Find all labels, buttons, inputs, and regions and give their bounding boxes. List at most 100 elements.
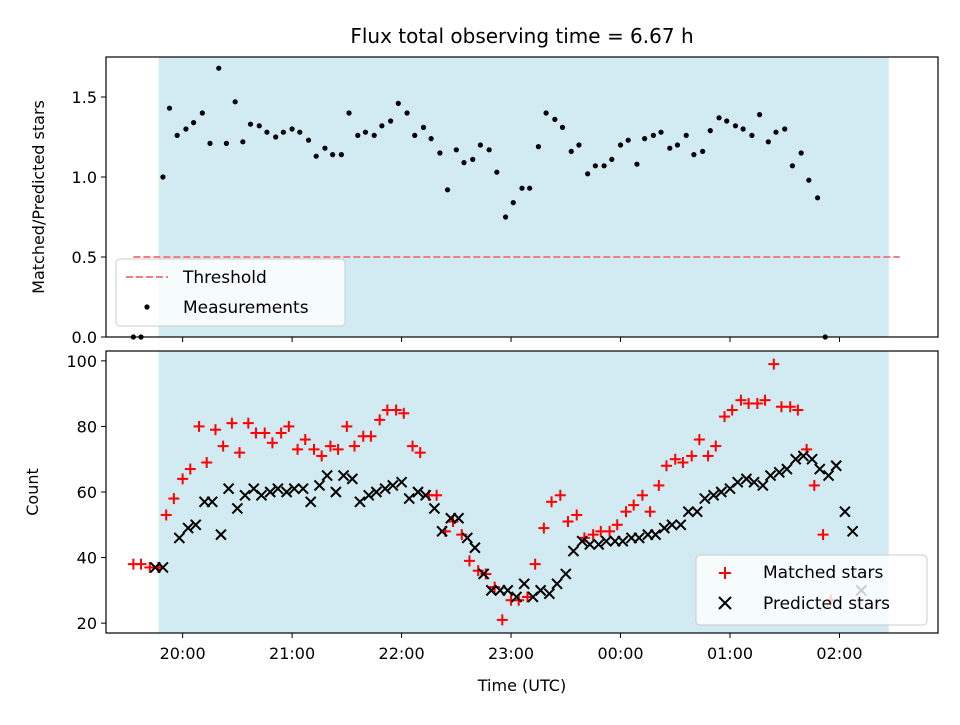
- bottom-legend: Matched stars Predicted stars: [695, 554, 928, 626]
- measurement-point: [289, 126, 295, 132]
- top-legend: Threshold Measurements: [115, 258, 346, 327]
- predicted-star-marker: [797, 450, 810, 462]
- predicted-star-marker: [173, 532, 186, 544]
- matched-star-marker: [365, 430, 377, 442]
- measurement-point: [634, 161, 640, 167]
- predicted-stars-points: [149, 450, 868, 603]
- predicted-star-marker: [839, 505, 851, 518]
- measurement-point: [199, 110, 205, 116]
- legend-matched-label: Matched stars: [763, 563, 883, 583]
- measurement-point: [765, 139, 771, 145]
- predicted-star-marker: [757, 479, 769, 492]
- matched-star-marker: [546, 496, 558, 508]
- measurement-point: [412, 132, 418, 138]
- measurement-point: [798, 150, 804, 156]
- measurement-point: [330, 152, 336, 158]
- matched-star-marker: [719, 411, 731, 423]
- legend-predicted-label: Predicted stars: [763, 594, 890, 614]
- measurement-point: [707, 128, 713, 134]
- measurement-point: [552, 116, 558, 122]
- predicted-star-marker: [649, 528, 662, 541]
- measurement-point: [814, 195, 821, 201]
- measurement-point: [756, 112, 763, 118]
- matched-star-marker: [201, 456, 213, 468]
- predicted-star-marker: [206, 496, 218, 508]
- bottom-y-axis-label: Count: [23, 468, 42, 516]
- measurement-point: [674, 142, 681, 148]
- matched-star-marker: [177, 473, 189, 485]
- matched-star-marker: [390, 404, 402, 416]
- matched-star-marker: [414, 447, 426, 459]
- measurement-point: [568, 148, 574, 154]
- measurement-point: [642, 136, 648, 142]
- predicted-star-marker: [370, 486, 383, 498]
- predicted-star-marker: [633, 532, 645, 544]
- measurement-point: [362, 129, 369, 135]
- matched-star-marker: [759, 394, 771, 406]
- matched-star-marker: [184, 463, 196, 475]
- matched-star-marker: [283, 420, 295, 432]
- predicted-star-marker: [231, 502, 244, 515]
- matched-star-marker: [324, 440, 336, 452]
- legend-threshold-label: Threshold: [182, 268, 267, 288]
- measurement-point: [601, 163, 607, 169]
- matched-star-marker: [292, 443, 304, 455]
- matched-star-marker: [636, 489, 648, 501]
- predicted-star-marker: [518, 578, 530, 590]
- predicted-star-marker: [773, 466, 785, 479]
- matched-star-marker: [538, 522, 550, 534]
- predicted-star-marker: [551, 578, 563, 590]
- measurement-point: [305, 137, 312, 143]
- bottom-y-tick-label: 60: [77, 483, 97, 502]
- predicted-star-marker: [330, 486, 342, 498]
- measurement-point: [428, 136, 434, 142]
- matched-star-marker: [299, 434, 311, 446]
- predicted-star-marker: [379, 483, 391, 495]
- matched-star-marker: [521, 591, 533, 603]
- matched-star-marker: [620, 506, 632, 518]
- measurement-point: [346, 110, 352, 116]
- predicted-star-marker: [822, 469, 835, 482]
- predicted-star-marker: [584, 538, 596, 551]
- measurement-point: [297, 129, 303, 135]
- matched-star-marker: [308, 443, 320, 455]
- predicted-star-marker: [675, 519, 687, 531]
- measurement-points: [130, 65, 828, 340]
- predicted-star-marker: [387, 479, 399, 492]
- matched-star-marker: [661, 460, 673, 472]
- bottom-x-ticks: 20:00 21:00 22:00 23:00 00:00 01:00 02:00: [160, 633, 863, 663]
- predicted-star-marker: [419, 489, 432, 501]
- matched-star-marker: [266, 437, 278, 449]
- predicted-star-marker: [477, 568, 490, 580]
- top-y-ticks: 0.0 0.5 1.0 1.5: [72, 88, 106, 347]
- matched-star-marker: [472, 565, 484, 577]
- matched-star-marker: [726, 404, 738, 416]
- measurement-point: [313, 153, 319, 159]
- measurement-point: [773, 129, 779, 135]
- measurement-point: [444, 187, 451, 193]
- matched-star-marker: [259, 427, 271, 439]
- matched-star-marker: [554, 489, 566, 501]
- matched-star-marker: [193, 420, 205, 432]
- top-axes-frame: [105, 56, 939, 338]
- predicted-star-marker: [215, 528, 227, 541]
- matched-star-marker: [332, 443, 344, 455]
- matched-star-marker: [751, 397, 763, 409]
- predicted-star-marker: [567, 545, 580, 557]
- predicted-star-marker: [764, 469, 777, 482]
- measurement-point: [183, 126, 189, 132]
- matched-star-marker: [677, 456, 689, 468]
- top-y-tick-label: 0.0: [72, 328, 97, 347]
- matched-star-marker: [735, 394, 747, 406]
- bottom-panel: 20 40 60 80 100 20:00 21:00 22:00 23:00 00:00 01:…: [23, 350, 939, 695]
- matched-star-marker: [217, 440, 229, 452]
- top-y-axis-label: Matched/Predicted stars: [29, 100, 48, 294]
- measurement-point: [789, 163, 796, 169]
- predicted-star-marker: [731, 476, 744, 488]
- predicted-star-marker: [272, 483, 284, 495]
- predicted-star-marker: [502, 584, 514, 597]
- matched-star-marker: [702, 450, 714, 462]
- matched-star-marker: [275, 427, 287, 439]
- measurement-point: [724, 118, 730, 124]
- x-tick-label: 21:00: [269, 644, 315, 663]
